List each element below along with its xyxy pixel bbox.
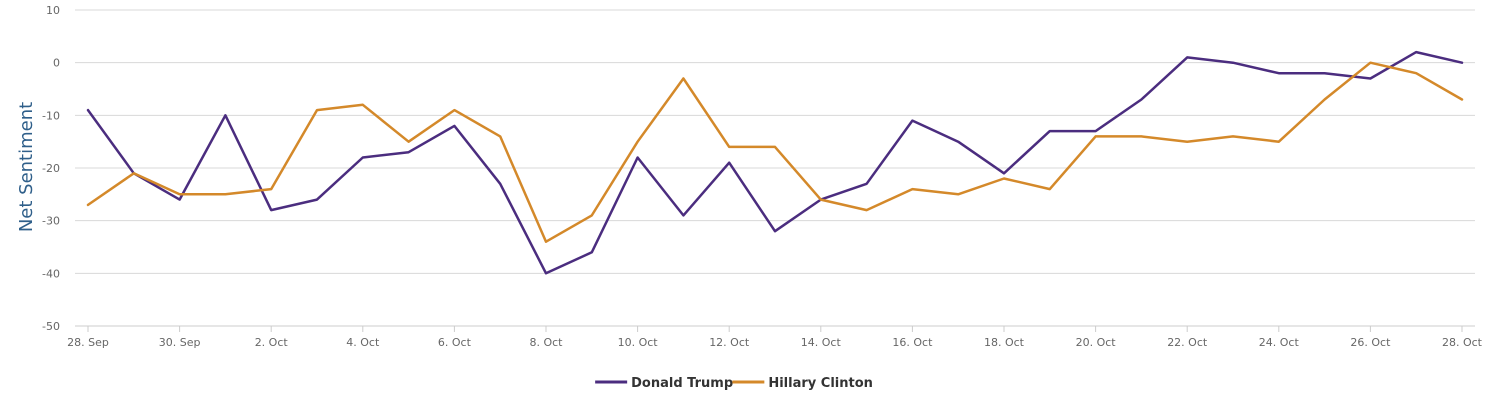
- x-tick-label: 12. Oct: [709, 336, 750, 349]
- y-tick-label: -30: [42, 215, 60, 228]
- legend-item-hillary-clinton[interactable]: Hillary Clinton: [732, 376, 873, 391]
- x-tick-label: 28. Oct: [1442, 336, 1483, 349]
- y-tick-label: -40: [42, 267, 60, 280]
- legend-label: Donald Trump: [631, 376, 733, 391]
- x-tick-label: 24. Oct: [1259, 336, 1300, 349]
- x-tick-label: 2. Oct: [255, 336, 289, 349]
- x-tick-label: 30. Sep: [159, 336, 201, 349]
- x-axis: 28. Sep 30. Sep 2. Oct 4. Oct 6. Oct 8. Oct 10…: [67, 325, 1483, 349]
- series-lines: [86, 50, 1464, 275]
- y-tick-label: -10: [42, 109, 60, 122]
- y-tick-label: 10: [46, 4, 60, 17]
- y-axis-title: Net Sentiment: [16, 102, 37, 232]
- x-tick-label: 14. Oct: [801, 336, 842, 349]
- x-tick-label: 18. Oct: [984, 336, 1025, 349]
- y-tick-label: -20: [42, 162, 60, 175]
- y-axis-tick-labels: 10 0 -10 -20 -30 -40 -50: [42, 4, 60, 333]
- y-tick-label: -50: [42, 320, 60, 333]
- y-tick-label: 0: [53, 57, 60, 70]
- legend[interactable]: Donald Trump Hillary Clinton: [595, 376, 873, 391]
- x-tick-label: 26. Oct: [1350, 336, 1391, 349]
- x-tick-label: 28. Sep: [67, 336, 109, 349]
- x-tick-label: 22. Oct: [1167, 336, 1208, 349]
- series-line-hillary-clinton: [86, 61, 1464, 243]
- x-tick-label: 10. Oct: [618, 336, 659, 349]
- series-line-donald-trump: [86, 50, 1464, 275]
- x-tick-label: 4. Oct: [346, 336, 380, 349]
- x-tick-label: 20. Oct: [1076, 336, 1117, 349]
- grid-lines: [75, 9, 1475, 327]
- x-tick-label: 16. Oct: [892, 336, 933, 349]
- x-tick-label: 8. Oct: [529, 336, 563, 349]
- x-tick-label: 6. Oct: [438, 336, 472, 349]
- legend-label: Hillary Clinton: [768, 376, 873, 391]
- legend-item-donald-trump[interactable]: Donald Trump: [595, 376, 733, 391]
